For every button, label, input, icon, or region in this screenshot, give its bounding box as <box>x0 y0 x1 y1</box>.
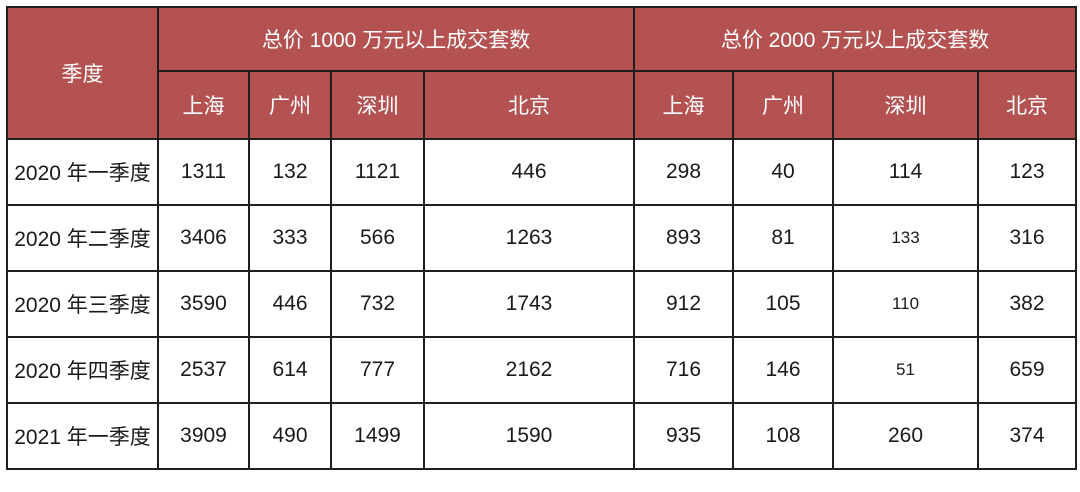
quarter-label: 2020 年二季度 <box>6 204 159 272</box>
table-row: 2020 年二季度 3406 333 566 1263 893 81 133 3… <box>6 204 1078 272</box>
group-header-1000w: 总价 1000 万元以上成交套数 <box>156 6 636 72</box>
quarter-column-header: 季度 <box>6 6 159 140</box>
data-cell: 114 <box>832 138 980 206</box>
quarter-label: 2020 年四季度 <box>6 336 159 404</box>
table-row: 2020 年三季度 3590 446 732 1743 912 105 110 … <box>6 270 1078 338</box>
city-header-guangzhou-1000: 广州 <box>248 70 332 140</box>
group-header-row: 季度 总价 1000 万元以上成交套数 总价 2000 万元以上成交套数 <box>6 6 1078 140</box>
data-cell: 3590 <box>157 270 250 338</box>
data-cell: 935 <box>633 402 735 470</box>
city-header-guangzhou-2000: 广州 <box>732 70 835 140</box>
data-cell: 490 <box>248 402 332 470</box>
data-cell: 260 <box>832 402 980 470</box>
data-cell: 51 <box>832 336 980 404</box>
transactions-table: 季度 总价 1000 万元以上成交套数 总价 2000 万元以上成交套数 上海 … <box>6 6 1078 470</box>
data-cell: 105 <box>732 270 835 338</box>
data-cell: 912 <box>633 270 735 338</box>
data-cell: 2537 <box>157 336 250 404</box>
city-header-row: 上海 广州 深圳 北京 上海 广州 深圳 北京 <box>7 70 1078 140</box>
data-cell: 716 <box>633 336 735 404</box>
data-cell: 446 <box>422 138 636 206</box>
data-cell: 3406 <box>157 204 250 272</box>
data-cell: 146 <box>732 336 835 404</box>
data-cell: 133 <box>832 204 980 272</box>
data-cell: 382 <box>977 270 1078 338</box>
city-header-beijing-1000: 北京 <box>422 70 636 140</box>
data-cell: 614 <box>248 336 332 404</box>
data-cell: 1743 <box>422 270 636 338</box>
data-cell: 132 <box>248 138 332 206</box>
data-cell: 374 <box>977 402 1078 470</box>
data-cell: 659 <box>977 336 1078 404</box>
data-cell: 1121 <box>330 138 425 206</box>
table-row: 2021 年一季度 3909 490 1499 1590 935 108 260… <box>6 402 1078 470</box>
quarter-label: 2021 年一季度 <box>6 402 159 470</box>
data-cell: 40 <box>732 138 835 206</box>
data-cell: 2162 <box>422 336 636 404</box>
table-row: 2020 年一季度 1311 132 1121 446 298 40 114 1… <box>6 138 1078 206</box>
data-cell: 893 <box>633 204 735 272</box>
quarter-label: 2020 年三季度 <box>6 270 159 338</box>
quarter-label: 2020 年一季度 <box>6 138 159 206</box>
data-cell: 333 <box>248 204 332 272</box>
data-cell: 123 <box>977 138 1078 206</box>
table-row: 2020 年四季度 2537 614 777 2162 716 146 51 6… <box>6 336 1078 404</box>
data-cell: 1311 <box>157 138 250 206</box>
city-header-shenzhen-2000: 深圳 <box>832 70 980 140</box>
data-cell: 1590 <box>422 402 636 470</box>
data-cell: 732 <box>330 270 425 338</box>
data-cell: 298 <box>633 138 735 206</box>
group-header-2000w: 总价 2000 万元以上成交套数 <box>633 6 1078 72</box>
city-header-beijing-2000: 北京 <box>977 70 1078 140</box>
data-cell: 3909 <box>157 402 250 470</box>
city-header-shanghai-1000: 上海 <box>157 70 250 140</box>
table-container: 季度 总价 1000 万元以上成交套数 总价 2000 万元以上成交套数 上海 … <box>6 6 1078 470</box>
data-cell: 110 <box>832 270 980 338</box>
data-cell: 777 <box>330 336 425 404</box>
data-cell: 1263 <box>422 204 636 272</box>
data-cell: 1499 <box>330 402 425 470</box>
city-header-shenzhen-1000: 深圳 <box>330 70 425 140</box>
city-header-shanghai-2000: 上海 <box>633 70 735 140</box>
data-cell: 566 <box>330 204 425 272</box>
data-cell: 446 <box>248 270 332 338</box>
data-cell: 108 <box>732 402 835 470</box>
data-cell: 316 <box>977 204 1078 272</box>
data-cell: 81 <box>732 204 835 272</box>
